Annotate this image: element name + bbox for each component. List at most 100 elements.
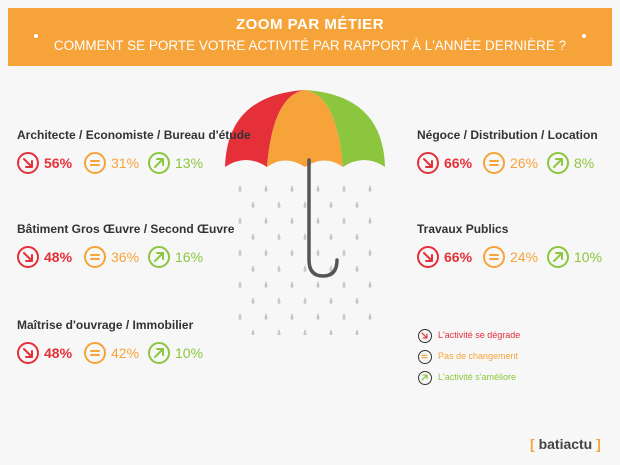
rain-drop [303, 329, 307, 335]
stat-stable-value: 26% [510, 155, 539, 171]
rain-drop [368, 313, 372, 320]
category-title: Bâtiment Gros Œuvre / Second Œuvre [17, 222, 235, 236]
stat-ameliore-value: 8% [574, 155, 595, 171]
banner-dot [34, 34, 38, 38]
arrow-down-right-icon [17, 246, 39, 268]
rain-drop [238, 281, 242, 288]
rain-drop [342, 217, 346, 224]
rain-drop [329, 233, 333, 240]
rain-drop [264, 281, 268, 288]
equals-icon [84, 342, 106, 364]
rain-drop [264, 185, 268, 192]
umbrella-yellow-section [267, 90, 343, 167]
rain-drop [329, 329, 333, 335]
equals-icon [84, 152, 106, 174]
rain-drop [251, 329, 255, 335]
category-title: Travaux Publics [417, 222, 509, 236]
rain-drops [238, 185, 372, 335]
rain-drop [355, 201, 359, 208]
stat-stable-value: 42% [111, 345, 140, 361]
legend-item-degrade: L'activité se dégrade [418, 329, 578, 343]
arrow-down-right-icon [418, 329, 432, 343]
legend-label: L'activité s'améliore [438, 372, 516, 382]
stat-degrade-value: 48% [44, 249, 73, 265]
category-values: 66% 24% 10% [417, 246, 620, 270]
rain-drop [290, 185, 294, 192]
legend-label: L'activité se dégrade [438, 330, 521, 340]
legend-label: Pas de changement [438, 351, 519, 361]
rain-drop [238, 249, 242, 256]
rain-drop [290, 281, 294, 288]
rain-drop [290, 313, 294, 320]
page-subtitle: COMMENT SE PORTE VOTRE ACTIVITÉ PAR RAPP… [53, 38, 567, 53]
rain-drop [303, 201, 307, 208]
rain-drop [316, 185, 320, 192]
rain-drop [342, 281, 346, 288]
arrow-down-right-icon [17, 342, 39, 364]
stat-ameliore-value: 16% [175, 249, 204, 265]
arrow-down-right-icon [417, 152, 439, 174]
category-block: Négoce / Distribution / Location 66% 26%… [417, 128, 617, 178]
arrow-down-right-icon [17, 152, 39, 174]
equals-icon [483, 152, 505, 174]
rain-drop [277, 201, 281, 208]
rain-drop [238, 185, 242, 192]
rain-drop [277, 265, 281, 272]
category-values: 48% 42% 10% [17, 342, 277, 366]
rain-drop [303, 233, 307, 240]
rain-drop [238, 313, 242, 320]
rain-drop [355, 297, 359, 304]
rain-drop [316, 217, 320, 224]
category-values: 48% 36% 16% [17, 246, 277, 270]
rain-drop [264, 217, 268, 224]
category-values: 66% 26% 8% [417, 152, 620, 176]
rain-drop [368, 185, 372, 192]
category-values: 56% 31% 13% [17, 152, 277, 176]
stat-stable-value: 24% [510, 249, 539, 265]
rain-drop [368, 249, 372, 256]
stat-ameliore-value: 10% [175, 345, 204, 361]
rain-drop [303, 265, 307, 272]
equals-icon [84, 246, 106, 268]
rain-drop [251, 265, 255, 272]
rain-drop [316, 313, 320, 320]
stat-degrade-value: 66% [444, 249, 473, 265]
stat-ameliore-value: 13% [175, 155, 204, 171]
arrow-up-right-icon [418, 371, 432, 385]
header-banner: ZOOM PAR MÉTIER COMMENT SE PORTE VOTRE A… [8, 8, 612, 66]
arrow-down-right-icon [417, 246, 439, 268]
stat-degrade-value: 56% [44, 155, 73, 171]
rain-drop [277, 329, 281, 335]
rain-drop [355, 265, 359, 272]
category-title: Négoce / Distribution / Location [417, 128, 598, 142]
stat-ameliore-value: 10% [574, 249, 603, 265]
arrow-up-right-icon [148, 246, 170, 268]
rain-drop [290, 217, 294, 224]
category-block: Bâtiment Gros Œuvre / Second Œuvre 48% 3… [17, 222, 287, 272]
rain-drop [251, 297, 255, 304]
rain-drop [342, 185, 346, 192]
rain-drop [251, 233, 255, 240]
rain-drop [329, 265, 333, 272]
rain-drop [368, 217, 372, 224]
legend-item-ameliore: L'activité s'améliore [418, 371, 578, 385]
rain-drop [303, 297, 307, 304]
rain-drop [355, 329, 359, 335]
umbrella-red-section [225, 90, 305, 167]
umbrella-green-section [305, 90, 385, 167]
arrow-up-right-icon [148, 152, 170, 174]
stat-degrade-value: 48% [44, 345, 73, 361]
arrow-up-right-icon [547, 152, 569, 174]
rain-drop [368, 281, 372, 288]
rain-drop [251, 201, 255, 208]
rain-drop [264, 313, 268, 320]
rain-drop [329, 297, 333, 304]
arrow-up-right-icon [547, 246, 569, 268]
batiactu-logo: [ batiactu ] [530, 436, 601, 452]
category-block: Architecte / Economiste / Bureau d'étude… [17, 128, 287, 178]
rain-drop [316, 281, 320, 288]
rain-drop [316, 249, 320, 256]
umbrella-illustration [225, 90, 385, 335]
rain-drop [342, 313, 346, 320]
rain-drop [277, 297, 281, 304]
